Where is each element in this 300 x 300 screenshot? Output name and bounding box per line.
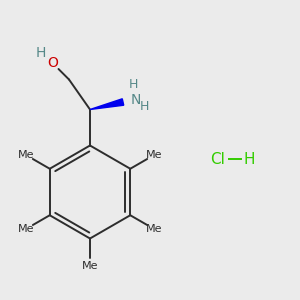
Text: O: O [47,56,58,70]
Polygon shape [90,99,124,110]
Text: Me: Me [18,150,34,160]
Text: Cl: Cl [210,152,225,166]
Text: Me: Me [82,261,98,271]
Text: Me: Me [146,224,162,234]
Text: Me: Me [146,150,162,160]
Text: H: H [35,46,46,60]
Text: N: N [131,93,141,106]
Text: Me: Me [18,224,34,234]
Text: H: H [244,152,255,166]
Text: H: H [129,78,138,91]
Text: H: H [139,100,149,113]
